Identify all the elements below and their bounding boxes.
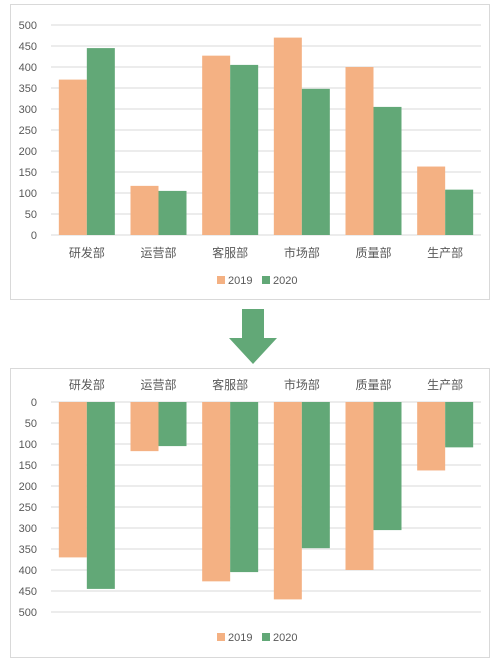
bar-2019-质量部 — [345, 402, 374, 570]
y-tick-label: 400 — [19, 62, 37, 74]
category-label: 运营部 — [140, 377, 176, 392]
bar-2020-运营部 — [158, 190, 187, 235]
y-tick-label: 350 — [19, 83, 37, 95]
legend-label: 2019 — [228, 275, 252, 287]
legend-swatch-2020 — [262, 633, 270, 641]
bar-2019-研发部 — [58, 402, 87, 558]
down-arrow-icon — [229, 309, 277, 364]
bar-2019-客服部 — [202, 55, 231, 235]
category-label: 研发部 — [69, 377, 105, 392]
y-tick-label: 250 — [19, 502, 37, 514]
bar-2020-生产部 — [445, 189, 474, 235]
bar-chart-bottom: 0 50 100 150 200 250 300 350 400 450 500 研发部 运营部 客服部 市… — [19, 377, 481, 644]
y-tick-label: 150 — [19, 460, 37, 472]
category-label: 质量部 — [355, 245, 391, 260]
category-label: 生产部 — [427, 377, 463, 392]
legend-label: 2020 — [273, 632, 297, 644]
y-tick-label: 500 — [19, 20, 37, 32]
legend-swatch-2020 — [262, 276, 270, 284]
bar-2019-运营部 — [130, 402, 159, 452]
y-tick-label: 100 — [19, 439, 37, 451]
bar-2020-客服部 — [230, 64, 259, 236]
y-tick-label: 350 — [19, 544, 37, 556]
bar-2019-研发部 — [58, 79, 87, 235]
category-label: 市场部 — [284, 245, 320, 260]
bar-2019-运营部 — [130, 185, 159, 235]
legend-swatch-2019 — [217, 633, 225, 641]
bar-2020-客服部 — [230, 402, 259, 573]
bar-2019-客服部 — [202, 402, 231, 582]
y-tick-label: 250 — [19, 125, 37, 137]
bar-2020-质量部 — [373, 402, 402, 531]
bar-2019-生产部 — [417, 166, 446, 235]
y-tick-label: 50 — [25, 209, 37, 221]
chart-panel-top: 0 50 100 150 200 250 300 350 400 450 500 研发部 运营部 客服部 市… — [10, 4, 490, 300]
bar-2019-质量部 — [345, 67, 374, 235]
y-tick-label: 0 — [31, 230, 37, 242]
y-tick-label: 300 — [19, 523, 37, 535]
bar-2020-市场部 — [301, 88, 330, 235]
bar-2020-研发部 — [86, 402, 115, 589]
category-label: 研发部 — [69, 245, 105, 260]
bar-chart-top: 0 50 100 150 200 250 300 350 400 450 500 研发部 运营部 客服部 市… — [19, 20, 481, 287]
bar-2020-运营部 — [158, 402, 187, 447]
y-tick-label: 50 — [25, 418, 37, 430]
bar-2020-市场部 — [301, 402, 330, 549]
category-label: 市场部 — [284, 377, 320, 392]
legend-label: 2020 — [273, 275, 297, 287]
y-tick-label: 450 — [19, 41, 37, 53]
category-label: 质量部 — [355, 377, 391, 392]
bar-2019-市场部 — [273, 37, 302, 235]
category-label: 客服部 — [212, 377, 248, 392]
bar-2020-研发部 — [86, 48, 115, 235]
category-label: 生产部 — [427, 245, 463, 260]
bar-2019-市场部 — [273, 402, 302, 600]
y-tick-label: 200 — [19, 146, 37, 158]
bar-2020-质量部 — [373, 106, 402, 236]
legend-swatch-2019 — [217, 276, 225, 284]
category-label: 运营部 — [140, 245, 176, 260]
y-tick-label: 100 — [19, 188, 37, 200]
bar-2020-生产部 — [445, 402, 474, 448]
category-label: 客服部 — [212, 245, 248, 260]
y-tick-label: 300 — [19, 104, 37, 116]
chart-panel-bottom: 0 50 100 150 200 250 300 350 400 450 500 研发部 运营部 客服部 市… — [10, 368, 490, 658]
y-tick-label: 200 — [19, 481, 37, 493]
y-tick-label: 150 — [19, 167, 37, 179]
y-tick-label: 450 — [19, 586, 37, 598]
legend-label: 2019 — [228, 632, 252, 644]
y-tick-label: 0 — [31, 397, 37, 409]
y-tick-label: 400 — [19, 565, 37, 577]
y-tick-label: 500 — [19, 607, 37, 619]
bar-2019-生产部 — [417, 402, 446, 471]
